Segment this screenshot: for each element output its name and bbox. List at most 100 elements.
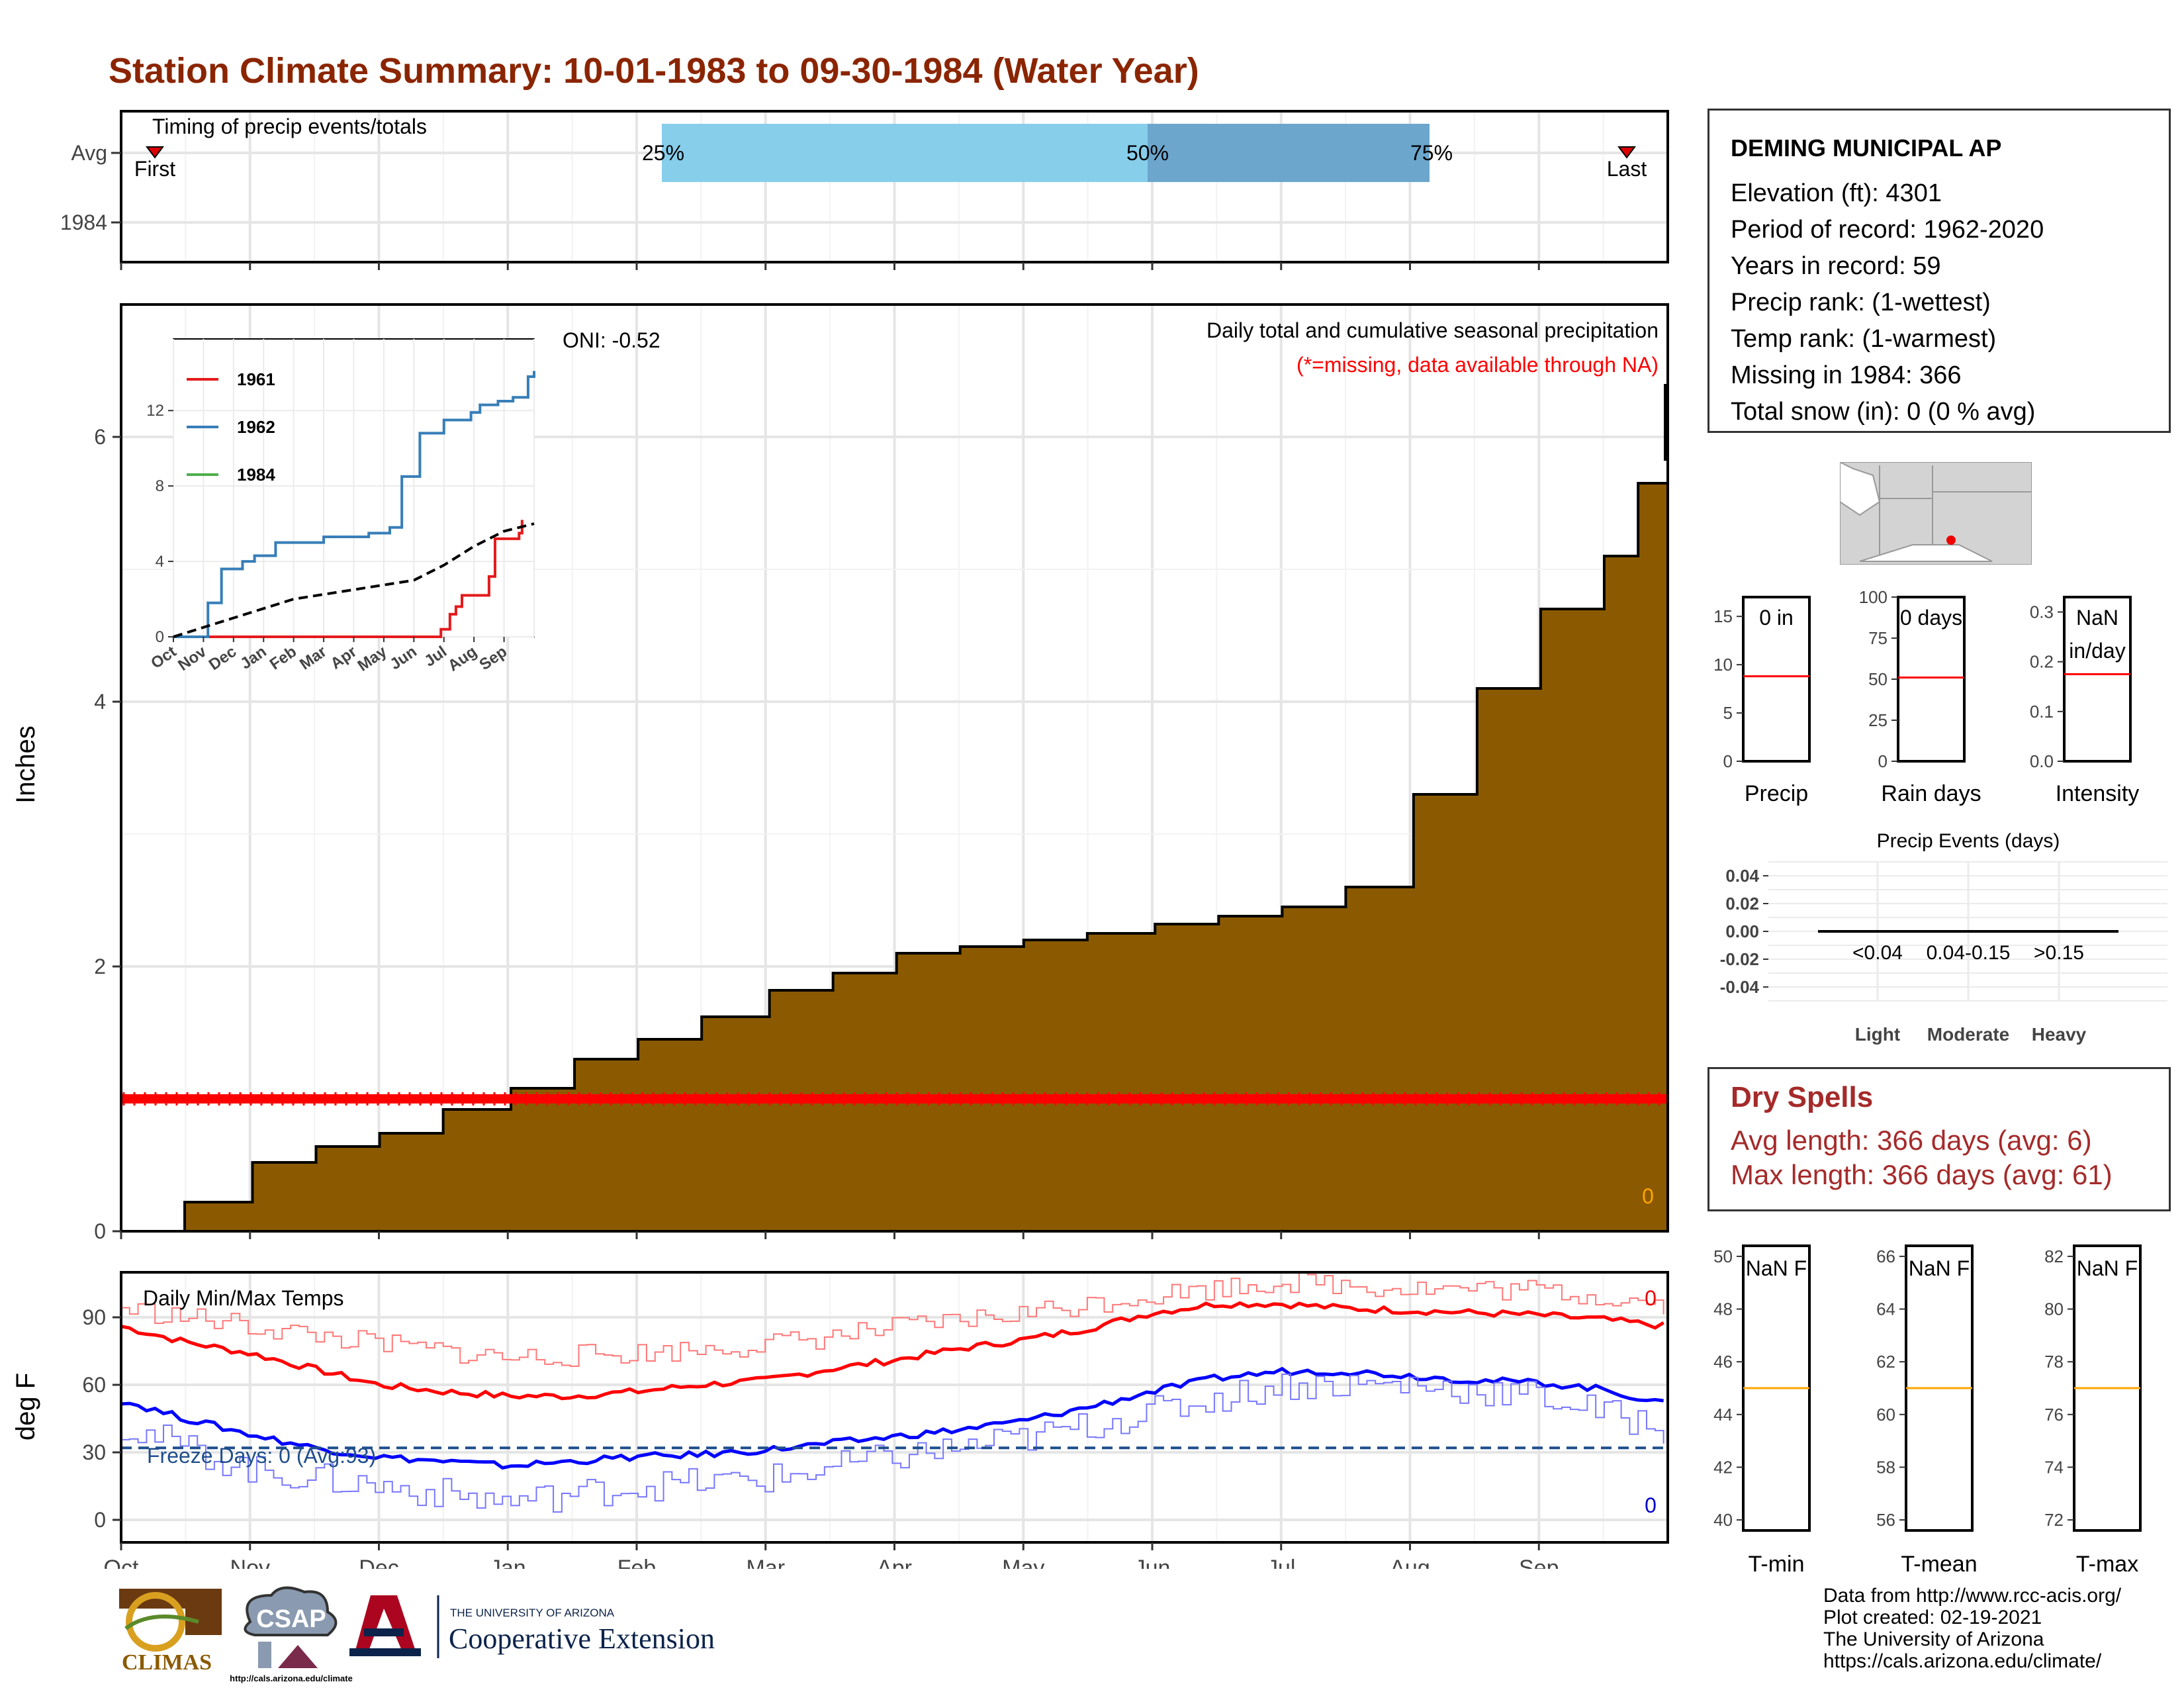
first-marker-icon: [146, 146, 164, 159]
temps-title: Daily Min/Max Temps: [143, 1286, 343, 1310]
events-y-tick-label: 0.00: [1725, 921, 1759, 941]
temp-anomaly-label: T-mean: [1901, 1552, 1977, 1577]
y-tick-label: 0: [94, 1219, 106, 1243]
anomaly-y-tick-label: 15: [1713, 606, 1733, 626]
temp-y-tick-label: 80: [2044, 1299, 2064, 1319]
y-tick-label: 6: [94, 425, 106, 449]
footer-credits: Data from http://www.rcc-acis.org/ Plot …: [1823, 1585, 2121, 1672]
ua-logo[interactable]: THE UNIVERSITY OF ARIZONA Cooperative Ex…: [349, 1595, 715, 1658]
temp-y-tick-label: 78: [2044, 1352, 2064, 1372]
locator-map: [1840, 462, 2032, 565]
events-y-tick-label: -0.04: [1720, 977, 1760, 997]
station-line-elevation: Elevation (ft): 4301: [1731, 179, 1942, 207]
temp-y-tick-label: 44: [1713, 1405, 1733, 1425]
x-tick-label: Nov: [230, 1556, 270, 1569]
anomaly-y-tick-label: 100: [1859, 587, 1888, 607]
anomaly-panels: 0 5 10 15 0 in Precip 0 25 50 75 100 0 days Rain day…: [1713, 587, 2139, 806]
temp-y-tick-label: 58: [1876, 1457, 1895, 1477]
temp-y-tick-label: 40: [1713, 1510, 1733, 1530]
anomaly-y-tick-label: 75: [1868, 628, 1888, 648]
temp-y-tick-label: 50: [1713, 1246, 1733, 1266]
inset-legend-label: 1984: [237, 465, 275, 485]
temps-panel: 0 30 60 90 deg F Daily Min/Max Temps Freeze…: [11, 1271, 1669, 1569]
dry-spells-box: Dry Spells Avg length: 366 days (avg: 6)…: [1707, 1067, 2171, 1211]
station-line-snow: Total snow (in): 0 (0 % avg): [1731, 398, 2036, 426]
events-y-tick-label: 0.04: [1725, 866, 1759, 886]
anomaly-y-tick-label: 0.0: [2030, 751, 2054, 771]
inset-x-tick-label: Mar: [296, 643, 330, 674]
events-y-tick-label: 0.02: [1725, 894, 1759, 914]
events-category-label: Heavy: [2032, 1024, 2087, 1045]
inset-x-tick-label: Dec: [206, 643, 240, 674]
temp-y-tick-label: 48: [1713, 1299, 1733, 1319]
anomaly-label: Precip: [1745, 781, 1808, 806]
inset-x-tick-label: Sep: [476, 643, 510, 674]
temp-anomaly-label: T-max: [2076, 1552, 2138, 1577]
temp-series-line: [120, 1366, 1664, 1470]
precip-ylabel: Inches: [11, 726, 40, 804]
footer-line: https://cals.arizona.edu/climate/: [1823, 1650, 2102, 1672]
anomaly-label: Rain days: [1881, 781, 1981, 806]
x-tick-label: Jun: [1134, 1556, 1171, 1569]
inset-y-tick-label: 0: [156, 628, 164, 646]
inset-x-tick-label: May: [355, 642, 390, 675]
first-label: First: [134, 157, 175, 181]
csap-logo[interactable]: CSAP http://cals.arizona.edu/climate: [230, 1586, 353, 1683]
ua-big-text: Cooperative Extension: [449, 1622, 715, 1655]
dry-spells-avg: Avg length: 366 days (avg: 6): [1731, 1125, 2092, 1156]
max-corner-value: 0: [1645, 1286, 1657, 1310]
temp-series-line: [121, 1271, 1664, 1367]
temp-y-tick-label: 66: [1876, 1246, 1895, 1266]
temp-y-tick-label: 56: [1876, 1510, 1895, 1530]
anomaly-y-tick-label: 0: [1878, 751, 1888, 771]
anomaly-y-tick-label: 0: [1723, 751, 1733, 771]
temp-anomaly-value: NaN F: [1746, 1256, 1807, 1280]
csap-logo-text: CSAP: [256, 1605, 326, 1633]
anomaly-y-tick-label: 0.2: [2030, 652, 2054, 672]
events-range-label: 0.04-0.15: [1927, 942, 2011, 964]
oni-label: ONI: -0.52: [563, 328, 660, 352]
y-tick-label: 2: [94, 955, 106, 978]
x-tick-label: Jul: [1267, 1556, 1295, 1569]
climas-logo-text: CLIMAS: [122, 1650, 212, 1675]
events-range-label: <0.04: [1852, 942, 1903, 964]
p75-label: 75%: [1410, 141, 1453, 165]
precip-corner-value: 0: [1642, 1184, 1654, 1208]
timing-label: Timing of precip events/totals: [152, 115, 427, 138]
inset-y-tick-label: 12: [146, 402, 164, 420]
footer-line: Plot created: 02-19-2021: [1823, 1607, 2042, 1628]
anomaly-y-tick-label: 25: [1868, 710, 1888, 730]
timing-q2-bar: [1148, 124, 1430, 182]
p50-label: 50%: [1126, 141, 1169, 165]
anomaly-y-tick-label: 0.1: [2030, 702, 2054, 722]
station-name: DEMING MUNICIPAL AP: [1731, 134, 2002, 162]
climas-logo[interactable]: CLIMAS: [119, 1589, 222, 1675]
inset-x-tick-label: Jun: [387, 643, 420, 674]
inset-x-tick-label: Apr: [328, 643, 360, 673]
logo-strip: CLIMAS CSAP http://cals.arizona.edu/clim…: [119, 1586, 715, 1683]
station-line-years: Years in record: 59: [1731, 252, 1941, 280]
events-range-label: >0.15: [2034, 942, 2084, 964]
station-line-temp-rank: Temp rank: (1-warmest): [1731, 325, 1997, 353]
inset-x-tick-label: Oct: [148, 643, 179, 673]
x-tick-label: Oct: [104, 1556, 139, 1569]
x-tick-label: Apr: [877, 1556, 912, 1569]
anomaly-frame: [1742, 596, 1811, 763]
station-line-precip-rank: Precip rank: (1-wettest): [1731, 289, 1991, 316]
inset-series-line: [173, 522, 535, 638]
x-tick-label: Sep: [1519, 1556, 1559, 1569]
x-tick-label: Feb: [617, 1556, 657, 1569]
temp-y-tick-label: 64: [1876, 1299, 1895, 1319]
inset-x-tick-label: Jan: [237, 643, 269, 673]
station-location-dot: [1946, 536, 1956, 545]
inset-legend-label: 1961: [237, 369, 275, 389]
inset-y-tick-label: 8: [156, 477, 164, 495]
inset-x-tick-label: Nov: [175, 642, 210, 674]
temp-anomaly-value: NaN F: [2077, 1256, 2138, 1280]
temp-y-tick-label: 82: [2044, 1246, 2064, 1266]
y-tick-label: 60: [82, 1373, 106, 1397]
anomaly-y-tick-label: 5: [1723, 703, 1733, 723]
events-title: Precip Events (days): [1877, 830, 2060, 852]
